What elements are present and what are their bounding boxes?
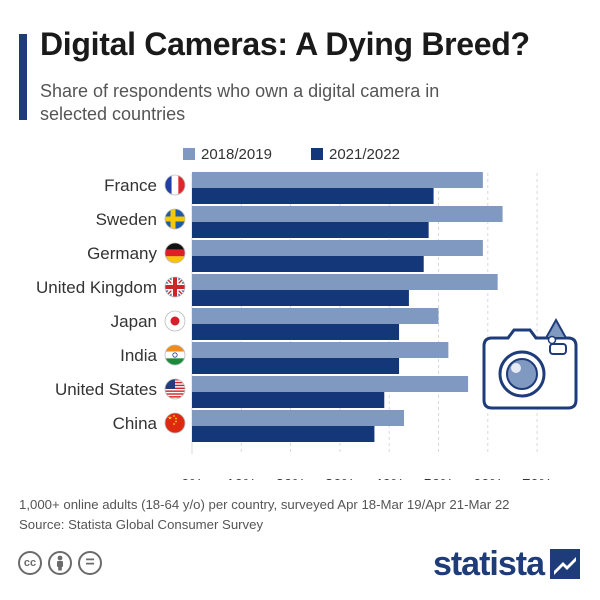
no-derivatives-icon[interactable]: = — [78, 551, 102, 575]
statista-logo[interactable]: statista — [433, 546, 580, 582]
bar-chart: 2018/2019 2021/2022 France Sweden Germany Uni… — [36, 146, 578, 480]
x-tick-label: 20% — [276, 476, 306, 480]
bar-2021-sweden — [192, 222, 429, 238]
france-flag-icon — [164, 174, 186, 196]
x-tick-label: 0% — [181, 476, 203, 480]
camera-icon — [482, 317, 578, 410]
category-label: Sweden — [96, 210, 157, 229]
bar-2021-china — [192, 426, 375, 442]
bar-2021-japan — [192, 324, 400, 340]
creative-commons-icon[interactable]: cc — [18, 551, 42, 575]
bar-2021-france — [192, 188, 434, 204]
license-icons: cc = — [18, 551, 102, 575]
x-tick-label: 70% — [522, 476, 552, 480]
category-label: France — [104, 176, 157, 195]
bar-2018-japan — [192, 308, 439, 324]
uk-flag-icon — [164, 276, 186, 298]
india-flag-icon — [164, 344, 186, 366]
bar-2018-france — [192, 172, 483, 188]
category-label: India — [120, 346, 157, 365]
bar-2018-india — [192, 342, 449, 358]
category-label: United States — [55, 380, 157, 399]
brand-name: statista — [432, 545, 545, 583]
statista-logo-icon — [550, 549, 580, 579]
x-tick-label: 40% — [374, 476, 404, 480]
bar-2018-sweden — [192, 206, 503, 222]
usa-flag-icon — [164, 378, 186, 400]
sweden-flag-icon — [164, 208, 186, 230]
legend-label-1: 2018/2019 — [201, 146, 272, 163]
legend-swatch-2 — [311, 148, 323, 160]
legend-swatch-1 — [183, 148, 195, 160]
survey-note: 1,000+ online adults (18-64 y/o) per cou… — [19, 497, 510, 512]
category-label: Japan — [111, 312, 157, 331]
category-label: China — [113, 414, 158, 433]
bar-2021-united-states — [192, 392, 385, 408]
china-flag-icon — [164, 412, 186, 434]
bar-2018-germany — [192, 240, 483, 256]
bar-2021-united-kingdom — [192, 290, 409, 306]
germany-flag-icon — [164, 242, 186, 264]
x-tick-label: 30% — [325, 476, 355, 480]
bar-2018-china — [192, 410, 404, 426]
category-label: United Kingdom — [36, 278, 157, 297]
bar-2021-germany — [192, 256, 424, 272]
source-note: Source: Statista Global Consumer Survey — [19, 517, 264, 532]
title-accent-bar — [19, 34, 27, 120]
page-subtitle: Share of respondents who own a digital c… — [40, 81, 440, 124]
x-tick-label: 50% — [423, 476, 453, 480]
japan-flag-icon — [164, 310, 186, 332]
attribution-icon[interactable] — [48, 551, 72, 575]
x-tick-label: 60% — [473, 476, 503, 480]
footnote: 1,000+ online adults (18-64 y/o) per cou… — [19, 495, 510, 535]
x-tick-label: 10% — [226, 476, 256, 480]
bar-2021-india — [192, 358, 400, 374]
bar-2018-united-states — [192, 376, 469, 392]
bar-2018-united-kingdom — [192, 274, 498, 290]
page-title: Digital Cameras: A Dying Breed? — [40, 26, 530, 62]
category-label: Germany — [87, 244, 157, 263]
legend-label-2: 2021/2022 — [329, 146, 400, 163]
